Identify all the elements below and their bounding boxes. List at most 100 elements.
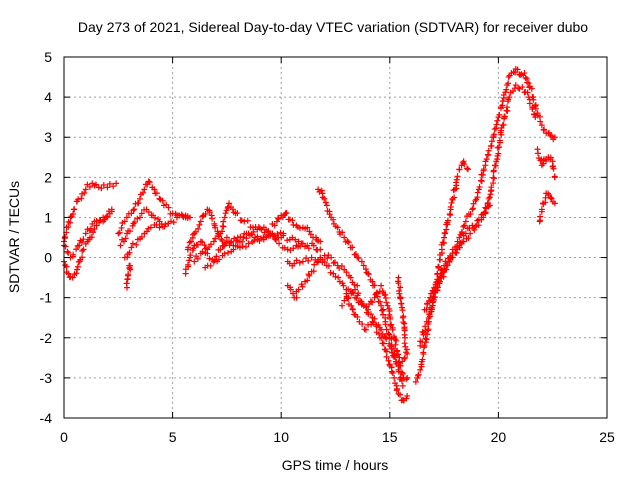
data-point [135,200,142,207]
data-point [187,252,194,259]
data-point [528,85,535,92]
data-point [418,363,425,370]
data-point [293,257,300,264]
data-point [78,195,85,202]
data-point [121,238,128,245]
data-point [88,234,95,241]
data-point [228,238,235,245]
data-point [490,174,497,181]
data-point [491,126,498,133]
y-tick-label: 0 [44,250,52,266]
data-point [265,232,272,239]
data-point [321,195,328,202]
data-point [443,266,450,273]
data-point [442,230,449,237]
data-point [219,228,226,235]
data-point [432,287,439,294]
data-point [63,263,70,270]
data-point [106,210,113,217]
data-point [462,218,469,225]
data-point [485,147,492,154]
data-point [501,113,508,120]
data-point [499,98,506,105]
data-point [73,270,80,277]
data-point [465,235,472,242]
data-point [385,330,392,337]
data-point [95,184,102,191]
data-point [482,204,489,211]
data-point [352,251,359,258]
data-point [71,206,78,213]
data-point [471,226,478,233]
data-point [488,138,495,145]
data-point [322,199,329,206]
data-point [234,210,241,217]
data-point [289,217,296,224]
data-point [550,165,557,172]
data-point [170,219,177,226]
data-point [359,300,366,307]
data-point [74,263,81,270]
data-point [514,66,521,73]
data-point [328,254,335,261]
data-point [415,371,422,378]
data-point [339,302,346,309]
data-point [126,249,133,256]
data-point [469,206,476,213]
data-point [100,181,107,188]
data-point [460,158,467,165]
data-point [287,286,294,293]
data-point [128,244,135,251]
data-point [275,215,282,222]
data-point [275,216,282,223]
data-point [425,297,432,304]
data-point [542,194,549,201]
data-point [212,224,219,231]
data-point [186,239,193,246]
data-point [355,255,362,262]
data-point [551,200,558,207]
data-point [388,368,395,375]
data-point [102,214,109,221]
data-point [239,243,246,250]
data-point [307,231,314,238]
data-point [387,315,394,322]
data-point [110,183,117,190]
data-point [327,269,334,276]
data-point [75,196,82,203]
data-point [124,276,131,283]
data-point [87,225,94,232]
data-point [258,226,265,233]
data-point [122,235,129,242]
data-point [395,368,402,375]
data-point [547,154,554,161]
data-point [402,354,409,361]
data-point [401,355,408,362]
data-point [456,166,463,173]
data-point [394,385,401,392]
data-point [133,241,140,248]
data-point [453,246,460,253]
data-point [292,236,299,243]
data-point [383,326,390,333]
data-point [506,94,513,101]
y-tick-label: -2 [40,330,53,346]
data-point [206,255,213,262]
data-point [79,254,86,261]
data-point [321,259,328,266]
data-point [131,219,138,226]
data-point [397,374,404,381]
data-point [334,224,341,231]
data-point [64,248,71,255]
data-point [317,238,324,245]
data-point [402,334,409,341]
data-point [65,223,72,230]
data-point [145,209,152,216]
x-axis-label: GPS time / hours [282,457,389,473]
data-point [338,262,345,269]
data-point [502,89,509,96]
data-point [375,330,382,337]
data-point [382,321,389,328]
data-point [537,118,544,125]
